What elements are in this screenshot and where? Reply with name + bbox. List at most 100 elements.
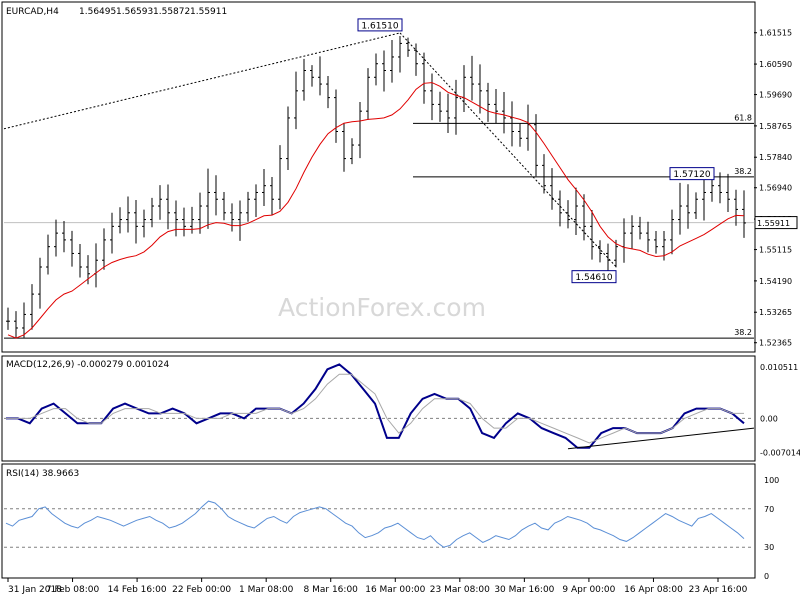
symbol-label: EURCAD,H4 [6, 7, 59, 17]
price-annotation-box [357, 18, 403, 32]
price-bar [398, 35, 402, 73]
macd-title: MACD(12,26,9) -0.000279 0.001024 [6, 360, 169, 370]
price-bar [582, 194, 586, 241]
price-bar [14, 311, 18, 339]
price-bars [6, 35, 746, 339]
price-bar [310, 65, 314, 87]
price-bar [486, 82, 490, 122]
price-bar [6, 307, 10, 330]
price-bar [198, 192, 202, 234]
price-bar [438, 91, 442, 122]
price-bar [126, 196, 130, 233]
price-bar [566, 200, 570, 229]
price-bar [294, 71, 298, 130]
price-bar [230, 203, 234, 232]
price-bar [134, 199, 138, 244]
price-bar [518, 123, 522, 147]
price-bar [702, 176, 706, 221]
price-bar [158, 185, 162, 220]
fib-level-label: 38.2 [734, 167, 752, 176]
price-y-tick-label: 1.58765 [759, 122, 792, 131]
price-bar [694, 192, 698, 220]
price-bar [150, 197, 154, 228]
price-bar [414, 43, 418, 76]
price-bar [262, 169, 266, 207]
close-value: 1.55911 [190, 7, 227, 17]
price-bar [654, 231, 658, 254]
annotation-layer: 1.61510 1.57120 1.54610 [357, 18, 715, 284]
price-bar [510, 101, 514, 147]
price-bar [734, 189, 738, 226]
price-bar [334, 89, 338, 143]
price-bar [38, 257, 42, 309]
price-bar [374, 53, 378, 86]
price-bar [246, 191, 250, 222]
price-bar [494, 89, 498, 124]
price-bar [534, 114, 538, 177]
price-bar [302, 58, 306, 101]
price-bar [214, 175, 218, 216]
price-bar [30, 284, 34, 330]
price-y-tick-label: 1.60590 [759, 60, 792, 69]
price-bar [726, 173, 730, 213]
current-price-tag [754, 216, 798, 230]
x-tick-label: 23 Mar 08:00 [430, 585, 490, 595]
macd-trendline[interactable] [567, 427, 755, 450]
price-bar [358, 101, 362, 159]
rsi-title: RSI(14) 38.9663 [6, 469, 79, 479]
open-value: 1.56495 [79, 7, 116, 17]
price-bar [166, 184, 170, 230]
rsi-layer: 100 70 30 0 [4, 476, 779, 581]
macd-y-tick-label: -0.007014 [760, 449, 800, 458]
price-bar [406, 37, 410, 57]
price-bar [22, 302, 26, 338]
x-tick-label: 16 Apr 08:00 [624, 585, 683, 595]
price-y-tick-label: 1.53265 [759, 308, 792, 317]
macd-layer: 0.010511 0.00 -0.007014 [4, 363, 800, 458]
swing-dotted-line[interactable] [399, 32, 617, 268]
price-bar [342, 122, 346, 172]
price-bar [222, 192, 226, 221]
macd-y-tick-label: 0.010511 [760, 363, 798, 372]
price-y-tick-label: 1.61515 [759, 29, 792, 38]
price-bar [598, 240, 602, 263]
fib-level-label: 61.8 [734, 113, 752, 122]
high-value: 1.56593 [116, 7, 153, 17]
price-bar [614, 239, 618, 268]
low-value: 1.55872 [153, 7, 190, 17]
moving-average-layer [7, 82, 745, 339]
price-bar [422, 52, 426, 104]
price-annotation-text: 1.61510 [361, 21, 398, 31]
x-tick-label: 7 Feb 08:00 [46, 585, 100, 595]
price-bar [270, 177, 274, 216]
price-bar [62, 221, 66, 253]
x-tick-label: 1 Mar 08:00 [239, 585, 294, 595]
price-y-tick-label: 1.52365 [759, 339, 792, 348]
price-bar [710, 176, 714, 202]
rsi-panel[interactable] [1, 463, 756, 579]
price-bar [678, 182, 682, 235]
price-bar [550, 168, 554, 210]
x-tick-label: 14 Feb 16:00 [108, 585, 167, 595]
current-price-tag-text: 1.55911 [757, 219, 790, 228]
price-bar [318, 56, 322, 96]
price-bar [326, 76, 330, 109]
price-bar [470, 55, 474, 101]
price-y-axis: 1.61515 1.60590 1.59690 1.58765 1.57840 1.569… [754, 29, 798, 348]
price-y-tick-label: 1.59690 [759, 91, 792, 100]
price-bar [286, 106, 290, 171]
price-annotation-text: 1.57120 [673, 170, 710, 180]
price-bar [542, 154, 546, 194]
price-annotation-text: 1.54610 [575, 273, 612, 283]
x-tick-label: 9 Apr 00:00 [562, 585, 615, 595]
watermark-text: ActionForex.com [278, 293, 486, 322]
rsi-line [5, 500, 745, 548]
price-annotation-box [669, 167, 715, 181]
price-bar [206, 168, 210, 229]
rsi-y-tick-label: 30 [764, 543, 774, 552]
macd-signal-line [6, 373, 744, 444]
price-annotation-box [571, 270, 617, 284]
